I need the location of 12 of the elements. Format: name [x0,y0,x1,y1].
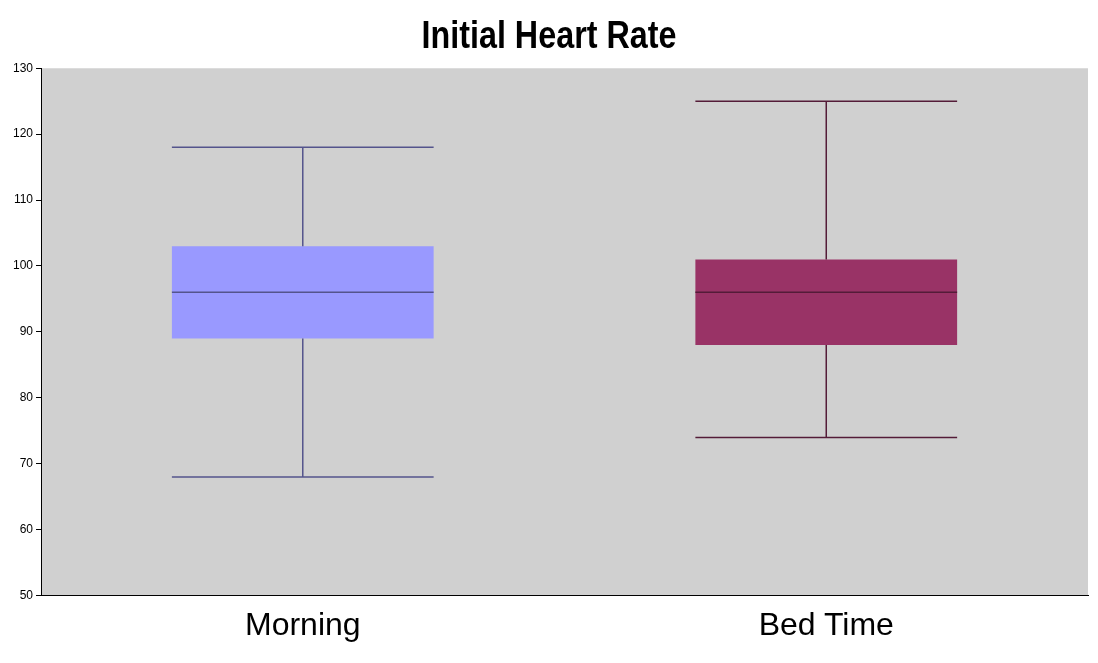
y-tick-label: 130 [12,60,34,75]
y-tick-label: 90 [19,324,34,339]
y-tick-label: 50 [19,587,34,602]
y-tick-label: 60 [19,521,34,536]
x-tick-label: Morning [244,605,361,642]
y-tick-label: 70 [19,456,34,471]
y-tick-label: 80 [19,390,34,405]
y-tick-label: 120 [12,126,34,141]
y-tick-label: 100 [12,258,34,273]
y-tick-label: 110 [13,192,34,207]
chart-title: Initial Heart Rate [420,13,678,58]
x-tick-label: Bed Time [758,605,894,642]
